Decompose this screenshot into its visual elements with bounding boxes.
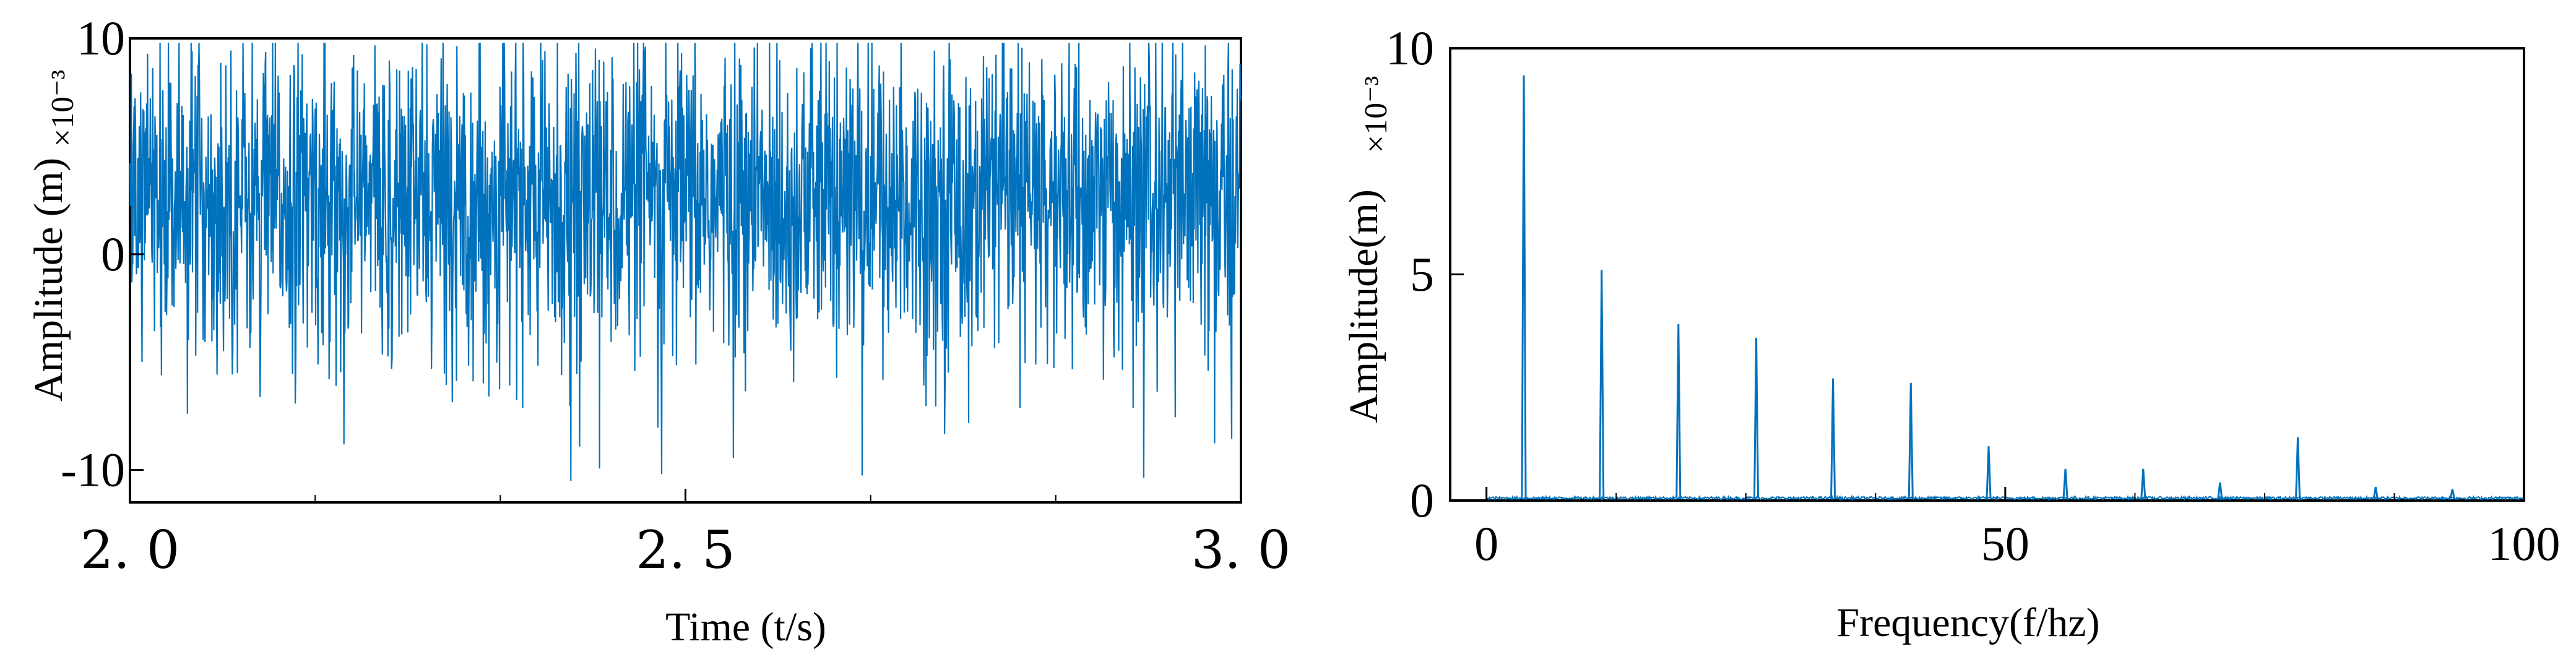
spectrum-x-tick-label: 50 <box>1981 517 2029 570</box>
spectrum-peak <box>2217 482 2223 499</box>
spectrum-peak <box>1986 446 1992 499</box>
spectrum-y-tick-label: 5 <box>1410 247 1434 301</box>
spectrum-x-axis-label: Frequency(f/hz) <box>1836 600 2099 645</box>
time-y-tick-label: 0 <box>101 227 125 281</box>
spectrum-peak <box>1830 378 1836 499</box>
spectrum-y-axis-label: Amplitude(m) <box>1341 189 1386 423</box>
spectrum-ticks <box>1450 47 2525 502</box>
time-chart: 2. 0 2. 5 3. 0 10 0 -10 Time (t/s) Amplitude … <box>26 11 1290 650</box>
time-y-tick-label: -10 <box>61 443 125 497</box>
time-tick-labels: 2. 0 2. 5 3. 0 10 0 -10 <box>61 11 1290 580</box>
spectrum-peak <box>1599 270 1605 499</box>
spectrum-peak <box>2062 468 2068 499</box>
spectrum-peak <box>2140 468 2146 499</box>
time-x-tick-label: 2. 0 <box>80 520 179 580</box>
spectrum-peak <box>1675 324 1682 499</box>
spectrum-y-scale-label: ×10⁻³ <box>1359 76 1394 153</box>
time-y-scale-label: ×10⁻³ <box>45 70 80 147</box>
time-signal-line <box>129 42 1242 481</box>
time-x-tick-label: 2. 5 <box>636 520 735 580</box>
spectrum-peak <box>1908 382 1914 499</box>
time-series-group <box>129 42 1242 481</box>
spectrum-x-tick-label: 100 <box>2488 517 2561 570</box>
spectrum-peak <box>1521 75 1527 499</box>
time-ticks <box>129 37 1242 502</box>
spectrum-peak <box>2372 486 2379 499</box>
spectrum-y-tick-label: 0 <box>1410 473 1434 527</box>
time-x-axis-label: Time (t/s) <box>665 604 826 650</box>
spectrum-plot-frame <box>1449 47 2525 502</box>
spectrum-x-tick-label: 0 <box>1474 517 1498 570</box>
spectrum-peak <box>2449 489 2455 499</box>
time-x-tick-label: 3. 0 <box>1191 520 1290 580</box>
spectrum-peak <box>1753 337 1760 499</box>
spectrum-y-tick-label: 10 <box>1386 21 1434 75</box>
time-y-tick-label: 10 <box>77 11 125 65</box>
time-y-axis-label: Amplitude (m) <box>26 158 71 402</box>
spectrum-series-group <box>1486 75 2525 502</box>
spectrum-peak <box>2295 437 2301 499</box>
